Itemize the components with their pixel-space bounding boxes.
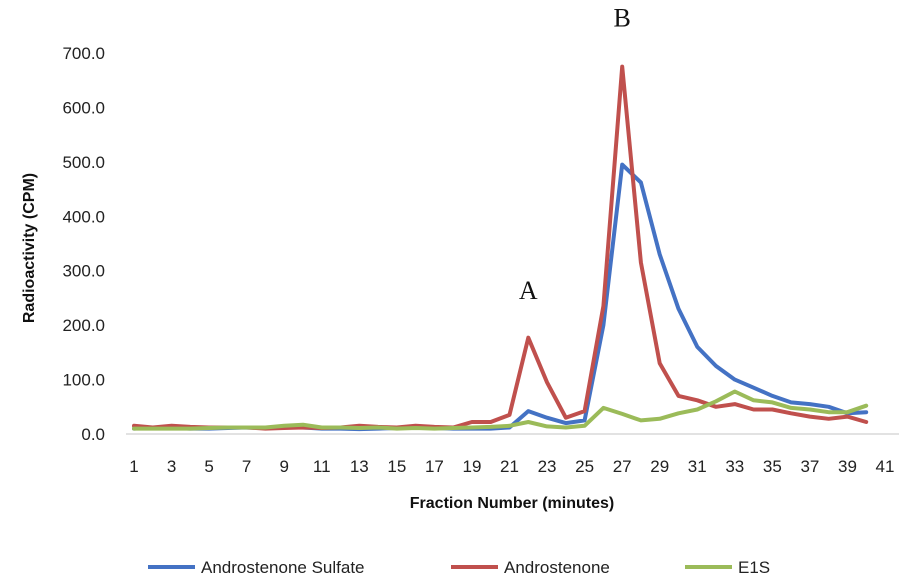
x-tick-label: 5 [204, 457, 213, 476]
x-tick-label: 41 [876, 457, 895, 476]
x-tick-label: 27 [613, 457, 632, 476]
x-tick-label: 11 [313, 457, 331, 476]
y-axis-title: Radioactivity (CPM) [21, 173, 38, 323]
y-tick-label: 600.0 [62, 98, 105, 117]
series-lines [132, 64, 869, 432]
legend: Androstenone Sulfate Androstenone E1S [148, 558, 770, 577]
legend-item-androstenone: Androstenone [451, 558, 610, 577]
x-tick-label: 33 [725, 457, 744, 476]
legend-label-e1s: E1S [738, 558, 770, 577]
x-tick-label: 13 [350, 457, 369, 476]
legend-item-e1s: E1S [685, 558, 770, 577]
annotation-b: B [613, 4, 630, 33]
y-tick-label: 300.0 [62, 262, 105, 281]
x-axis-ticks: 1 3 5 7 9 11 13 15 17 19 21 23 25 27 29 31 33 35 37 39 41 [129, 457, 894, 476]
series-line-androstenone [132, 64, 869, 431]
y-tick-label: 400.0 [62, 207, 105, 226]
legend-label-androstenone-sulfate: Androstenone Sulfate [201, 558, 365, 577]
x-tick-label: 9 [279, 457, 288, 476]
x-tick-label: 35 [763, 457, 782, 476]
x-tick-label: 37 [800, 457, 819, 476]
legend-label-androstenone: Androstenone [504, 558, 610, 577]
x-tick-label: 21 [500, 457, 519, 476]
y-axis-ticks: 0.0 100.0 200.0 300.0 400.0 500.0 600.0 700.0 [62, 44, 105, 444]
x-tick-label: 1 [129, 457, 138, 476]
x-tick-label: 7 [242, 457, 251, 476]
x-tick-label: 15 [387, 457, 406, 476]
x-tick-label: 23 [538, 457, 557, 476]
x-tick-label: 31 [688, 457, 707, 476]
x-tick-label: 29 [650, 457, 669, 476]
x-tick-label: 19 [462, 457, 481, 476]
series-line-androstenone-sulfate [132, 162, 869, 432]
x-tick-label: 39 [838, 457, 857, 476]
x-tick-label: 25 [575, 457, 594, 476]
series-line-e1s [132, 389, 869, 431]
legend-item-androstenone-sulfate: Androstenone Sulfate [148, 558, 365, 577]
y-tick-label: 700.0 [62, 44, 105, 63]
x-axis-title: Fraction Number (minutes) [410, 495, 614, 512]
y-tick-label: 0.0 [81, 425, 105, 444]
y-tick-label: 100.0 [62, 371, 105, 390]
annotation-a: A [519, 276, 538, 305]
x-tick-label: 17 [425, 457, 444, 476]
y-tick-label: 500.0 [62, 153, 105, 172]
x-tick-label: 3 [167, 457, 176, 476]
y-tick-label: 200.0 [62, 316, 105, 335]
